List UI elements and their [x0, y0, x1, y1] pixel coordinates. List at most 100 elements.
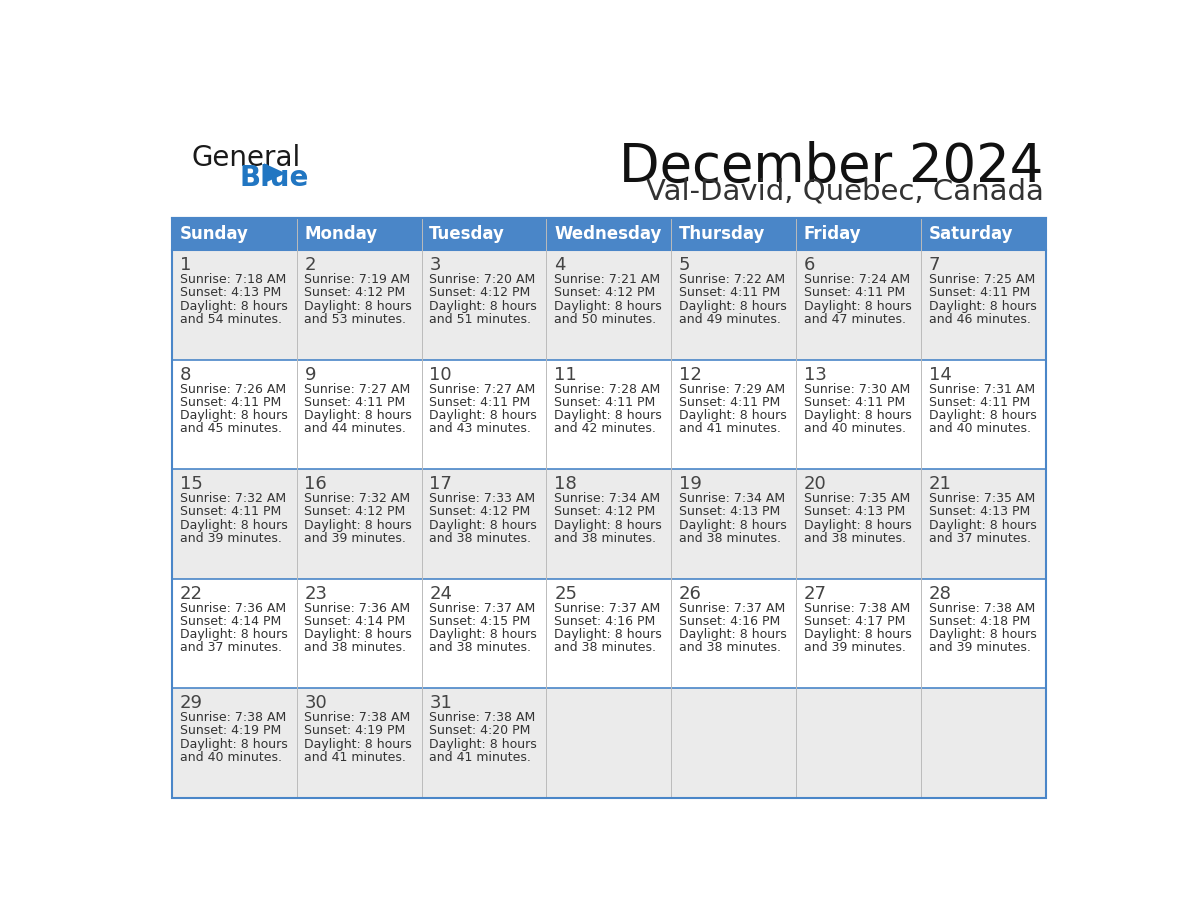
- Text: and 40 minutes.: and 40 minutes.: [804, 422, 906, 435]
- Text: Sunset: 4:13 PM: Sunset: 4:13 PM: [929, 506, 1030, 519]
- Text: Sunrise: 7:19 AM: Sunrise: 7:19 AM: [304, 274, 411, 286]
- Text: Sunrise: 7:37 AM: Sunrise: 7:37 AM: [429, 602, 536, 615]
- Text: Sunrise: 7:37 AM: Sunrise: 7:37 AM: [554, 602, 661, 615]
- Text: Saturday: Saturday: [929, 225, 1013, 243]
- Text: Sunrise: 7:32 AM: Sunrise: 7:32 AM: [304, 492, 411, 506]
- Text: Sunset: 4:17 PM: Sunset: 4:17 PM: [804, 615, 905, 628]
- Text: Sunset: 4:11 PM: Sunset: 4:11 PM: [179, 506, 280, 519]
- Text: and 41 minutes.: and 41 minutes.: [429, 751, 531, 764]
- Text: and 37 minutes.: and 37 minutes.: [929, 532, 1031, 544]
- Text: Sunrise: 7:20 AM: Sunrise: 7:20 AM: [429, 274, 536, 286]
- Text: Sunrise: 7:38 AM: Sunrise: 7:38 AM: [304, 711, 411, 724]
- Text: Sunrise: 7:38 AM: Sunrise: 7:38 AM: [429, 711, 536, 724]
- Text: 12: 12: [680, 366, 702, 384]
- Text: Sunrise: 7:36 AM: Sunrise: 7:36 AM: [304, 602, 411, 615]
- Text: Sunrise: 7:22 AM: Sunrise: 7:22 AM: [680, 274, 785, 286]
- Text: 18: 18: [554, 476, 577, 494]
- Text: 31: 31: [429, 694, 453, 712]
- Text: Daylight: 8 hours: Daylight: 8 hours: [554, 519, 662, 532]
- Bar: [172, 360, 1045, 469]
- Text: 27: 27: [804, 585, 827, 603]
- Text: Sunrise: 7:25 AM: Sunrise: 7:25 AM: [929, 274, 1035, 286]
- Text: and 45 minutes.: and 45 minutes.: [179, 422, 282, 435]
- Text: Daylight: 8 hours: Daylight: 8 hours: [179, 409, 287, 422]
- Text: Sunset: 4:14 PM: Sunset: 4:14 PM: [304, 615, 405, 628]
- Text: Sunset: 4:12 PM: Sunset: 4:12 PM: [304, 286, 405, 299]
- Text: Sunrise: 7:35 AM: Sunrise: 7:35 AM: [804, 492, 910, 506]
- Text: Daylight: 8 hours: Daylight: 8 hours: [304, 519, 412, 532]
- Text: Daylight: 8 hours: Daylight: 8 hours: [804, 519, 911, 532]
- Text: Val-David, Quebec, Canada: Val-David, Quebec, Canada: [646, 178, 1043, 206]
- Text: December 2024: December 2024: [619, 141, 1043, 193]
- Text: Sunset: 4:12 PM: Sunset: 4:12 PM: [554, 506, 656, 519]
- Bar: [172, 578, 1045, 688]
- Text: Daylight: 8 hours: Daylight: 8 hours: [554, 409, 662, 422]
- Text: 13: 13: [804, 366, 827, 384]
- Text: Daylight: 8 hours: Daylight: 8 hours: [429, 737, 537, 751]
- Text: Sunset: 4:13 PM: Sunset: 4:13 PM: [680, 506, 781, 519]
- Text: Sunrise: 7:38 AM: Sunrise: 7:38 AM: [179, 711, 286, 724]
- Text: Sunset: 4:19 PM: Sunset: 4:19 PM: [179, 724, 280, 737]
- Text: Daylight: 8 hours: Daylight: 8 hours: [429, 409, 537, 422]
- Text: and 38 minutes.: and 38 minutes.: [554, 532, 656, 544]
- Text: 8: 8: [179, 366, 191, 384]
- Text: Sunset: 4:11 PM: Sunset: 4:11 PM: [929, 396, 1030, 409]
- Text: and 53 minutes.: and 53 minutes.: [304, 313, 406, 326]
- Text: and 40 minutes.: and 40 minutes.: [929, 422, 1031, 435]
- Text: Daylight: 8 hours: Daylight: 8 hours: [429, 519, 537, 532]
- Text: Sunset: 4:13 PM: Sunset: 4:13 PM: [179, 286, 280, 299]
- Text: Sunset: 4:11 PM: Sunset: 4:11 PM: [804, 286, 905, 299]
- Bar: [172, 218, 1045, 251]
- Text: Daylight: 8 hours: Daylight: 8 hours: [554, 299, 662, 313]
- Text: and 43 minutes.: and 43 minutes.: [429, 422, 531, 435]
- Text: Sunset: 4:13 PM: Sunset: 4:13 PM: [804, 506, 905, 519]
- Text: Sunrise: 7:35 AM: Sunrise: 7:35 AM: [929, 492, 1035, 506]
- Text: Daylight: 8 hours: Daylight: 8 hours: [304, 409, 412, 422]
- Text: 15: 15: [179, 476, 202, 494]
- Text: Sunrise: 7:31 AM: Sunrise: 7:31 AM: [929, 383, 1035, 396]
- Text: Wednesday: Wednesday: [554, 225, 662, 243]
- Text: 16: 16: [304, 476, 327, 494]
- Text: Sunset: 4:12 PM: Sunset: 4:12 PM: [429, 286, 531, 299]
- Text: Sunset: 4:19 PM: Sunset: 4:19 PM: [304, 724, 405, 737]
- Text: and 39 minutes.: and 39 minutes.: [929, 641, 1031, 655]
- Text: 21: 21: [929, 476, 952, 494]
- Text: Daylight: 8 hours: Daylight: 8 hours: [680, 409, 786, 422]
- Text: Sunset: 4:12 PM: Sunset: 4:12 PM: [304, 506, 405, 519]
- Text: 7: 7: [929, 256, 941, 274]
- Text: and 38 minutes.: and 38 minutes.: [554, 641, 656, 655]
- Text: Sunrise: 7:30 AM: Sunrise: 7:30 AM: [804, 383, 910, 396]
- Text: and 38 minutes.: and 38 minutes.: [804, 532, 906, 544]
- Text: and 54 minutes.: and 54 minutes.: [179, 313, 282, 326]
- Text: Sunset: 4:16 PM: Sunset: 4:16 PM: [680, 615, 781, 628]
- Text: 4: 4: [554, 256, 565, 274]
- Text: and 40 minutes.: and 40 minutes.: [179, 751, 282, 764]
- Bar: [172, 218, 1045, 798]
- Text: Friday: Friday: [804, 225, 861, 243]
- Text: 3: 3: [429, 256, 441, 274]
- Bar: [172, 688, 1045, 798]
- Text: and 38 minutes.: and 38 minutes.: [429, 641, 531, 655]
- Text: 23: 23: [304, 585, 328, 603]
- Text: Sunset: 4:20 PM: Sunset: 4:20 PM: [429, 724, 531, 737]
- Text: and 38 minutes.: and 38 minutes.: [680, 641, 781, 655]
- Text: 19: 19: [680, 476, 702, 494]
- Text: 1: 1: [179, 256, 191, 274]
- Text: and 42 minutes.: and 42 minutes.: [554, 422, 656, 435]
- Text: Sunrise: 7:38 AM: Sunrise: 7:38 AM: [929, 602, 1035, 615]
- Text: Blue: Blue: [239, 163, 309, 192]
- Text: and 47 minutes.: and 47 minutes.: [804, 313, 906, 326]
- Text: Daylight: 8 hours: Daylight: 8 hours: [554, 628, 662, 641]
- Text: Sunrise: 7:33 AM: Sunrise: 7:33 AM: [429, 492, 536, 506]
- Text: Daylight: 8 hours: Daylight: 8 hours: [929, 628, 1037, 641]
- Text: and 39 minutes.: and 39 minutes.: [804, 641, 905, 655]
- Text: Sunrise: 7:34 AM: Sunrise: 7:34 AM: [680, 492, 785, 506]
- Text: 26: 26: [680, 585, 702, 603]
- Text: 29: 29: [179, 694, 202, 712]
- Text: 14: 14: [929, 366, 952, 384]
- Text: Daylight: 8 hours: Daylight: 8 hours: [929, 299, 1037, 313]
- Text: Sunrise: 7:36 AM: Sunrise: 7:36 AM: [179, 602, 285, 615]
- Text: 11: 11: [554, 366, 577, 384]
- Text: Sunrise: 7:24 AM: Sunrise: 7:24 AM: [804, 274, 910, 286]
- Text: Daylight: 8 hours: Daylight: 8 hours: [179, 299, 287, 313]
